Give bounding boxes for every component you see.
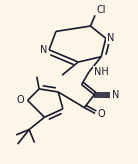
Text: N: N — [107, 33, 114, 43]
Text: O: O — [98, 109, 105, 119]
Text: NH: NH — [94, 67, 108, 77]
Text: N: N — [112, 90, 120, 100]
Text: O: O — [17, 95, 24, 105]
Text: Cl: Cl — [97, 5, 106, 15]
Text: N: N — [40, 45, 47, 55]
